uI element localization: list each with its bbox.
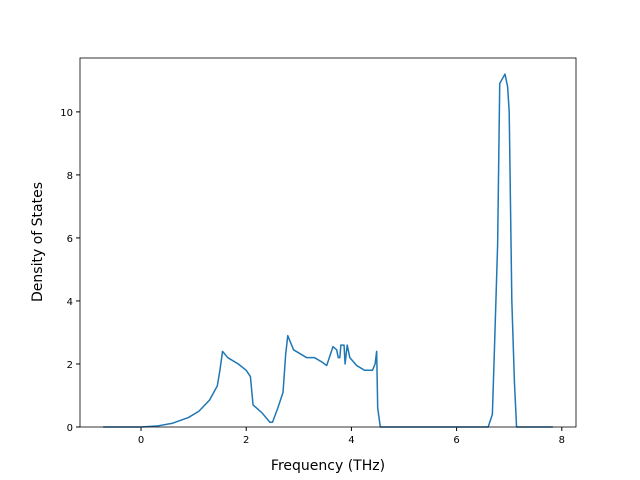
y-tick-label: 8 [67,171,73,182]
x-tick-label: 0 [138,435,144,446]
x-tick-label: 8 [559,435,565,446]
x-tick-label: 2 [243,435,249,446]
y-tick-label: 0 [67,423,73,434]
line [103,73,553,428]
y-tick-label: 2 [67,360,73,371]
y-tick-label: 6 [67,234,73,245]
x-tick-label: 6 [453,435,459,446]
x-axis-title: Frequency (THz) [271,458,385,474]
y-axis-title: Density of States [30,182,46,302]
y-tick-label: 4 [67,297,73,308]
y-tick-label: 10 [60,108,73,119]
plot-frame [79,57,577,428]
x-tick-label: 4 [348,435,354,446]
